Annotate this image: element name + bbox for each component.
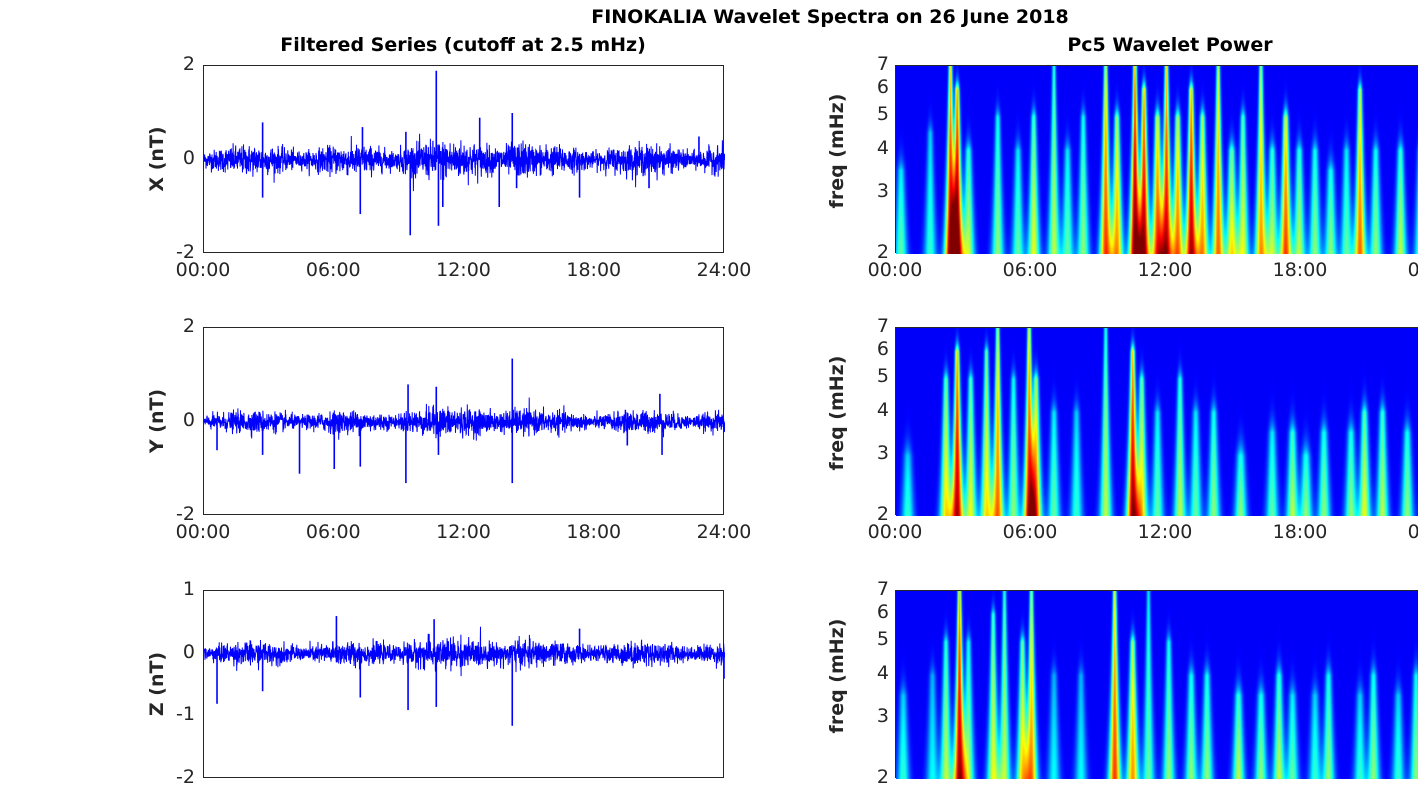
y-tick-label: 3 <box>876 442 889 465</box>
x-tick-label: 00:00 <box>175 259 231 281</box>
x-tick-label: 18:00 <box>566 521 622 543</box>
x-tick-label: 00:00 <box>867 521 923 543</box>
y-tick-label: 6 <box>876 601 889 624</box>
wavelet-power-heatmap <box>896 66 1418 254</box>
y-tick-label: 5 <box>876 103 889 126</box>
series-plot <box>204 616 725 726</box>
y-tick-label: 5 <box>876 628 889 651</box>
y-tick-label: 2 <box>182 53 195 75</box>
x-tick-label: 00:00 <box>1407 521 1418 543</box>
x-tick-label: 06:00 <box>305 259 361 281</box>
y-tick-label: 0 <box>182 640 195 663</box>
y-tick-label: -1 <box>176 703 195 726</box>
series-plot <box>204 358 725 484</box>
y-axis-label: freq (mHz) <box>826 618 848 734</box>
y-tick-label: 2 <box>876 503 889 525</box>
left-column-title: Filtered Series (cutoff at 2.5 mHz) <box>280 34 646 56</box>
y-tick-label: -2 <box>176 503 195 525</box>
time-series-axes-0 <box>203 65 725 253</box>
wavelet-power-axes-0 <box>895 65 1418 254</box>
wavelet-power-axes-2 <box>895 590 1418 779</box>
y-tick-label: 2 <box>876 241 889 263</box>
x-tick-label: 00:00 <box>867 259 923 281</box>
wavelet-power-heatmap <box>896 591 1418 779</box>
x-tick-label: 24:00 <box>696 521 752 543</box>
x-tick-label: 12:00 <box>1137 259 1193 281</box>
y-tick-label: 2 <box>182 315 195 337</box>
y-tick-label: 5 <box>876 365 889 388</box>
y-tick-label: 3 <box>876 180 889 203</box>
x-tick-label: 00:00 <box>1407 259 1418 281</box>
y-tick-label: 6 <box>876 338 889 361</box>
y-tick-label: 7 <box>876 53 889 75</box>
series-line <box>204 397 725 442</box>
y-tick-label: 6 <box>876 76 889 99</box>
y-tick-label: -2 <box>176 766 195 788</box>
wavelet-power-heatmap <box>896 328 1418 516</box>
y-tick-label: 4 <box>876 661 889 684</box>
series-line <box>204 133 725 192</box>
y-axis-label: freq (mHz) <box>826 355 848 471</box>
right-column-title: Pc5 Wavelet Power <box>1067 34 1273 56</box>
wavelet-power-axes-1 <box>895 327 1418 516</box>
x-tick-label: 12:00 <box>1137 521 1193 543</box>
x-tick-label: 06:00 <box>1002 521 1058 543</box>
y-tick-label: -2 <box>176 241 195 263</box>
x-tick-label: 12:00 <box>436 259 491 281</box>
y-tick-label: 1 <box>182 578 195 600</box>
series-line <box>204 626 725 677</box>
time-series-axes-1 <box>203 327 725 515</box>
series-plot <box>204 70 725 236</box>
y-axis-label: X (nT) <box>146 126 168 192</box>
y-tick-label: 7 <box>876 315 889 337</box>
x-tick-label: 06:00 <box>305 521 361 543</box>
x-tick-label: 18:00 <box>1272 521 1328 543</box>
y-tick-label: 2 <box>876 766 889 788</box>
y-axis-label: Z (nT) <box>146 651 168 717</box>
y-tick-label: 3 <box>876 705 889 728</box>
x-tick-label: 24:00 <box>696 259 752 281</box>
x-tick-label: 06:00 <box>1002 259 1058 281</box>
y-tick-label: 7 <box>876 578 889 600</box>
y-tick-label: 4 <box>876 398 889 421</box>
time-series-axes-2 <box>203 590 725 778</box>
y-tick-label: 0 <box>182 147 195 169</box>
y-tick-label: 4 <box>876 136 889 159</box>
figure-title: FINOKALIA Wavelet Spectra on 26 June 201… <box>591 6 1069 28</box>
x-tick-label: 18:00 <box>1272 259 1328 281</box>
y-axis-label: Y (nT) <box>146 388 168 454</box>
y-tick-label: 0 <box>182 409 195 431</box>
x-tick-label: 18:00 <box>566 259 622 281</box>
x-tick-label: 12:00 <box>436 521 491 543</box>
y-axis-label: freq (mHz) <box>826 93 848 209</box>
x-tick-label: 00:00 <box>175 521 231 543</box>
